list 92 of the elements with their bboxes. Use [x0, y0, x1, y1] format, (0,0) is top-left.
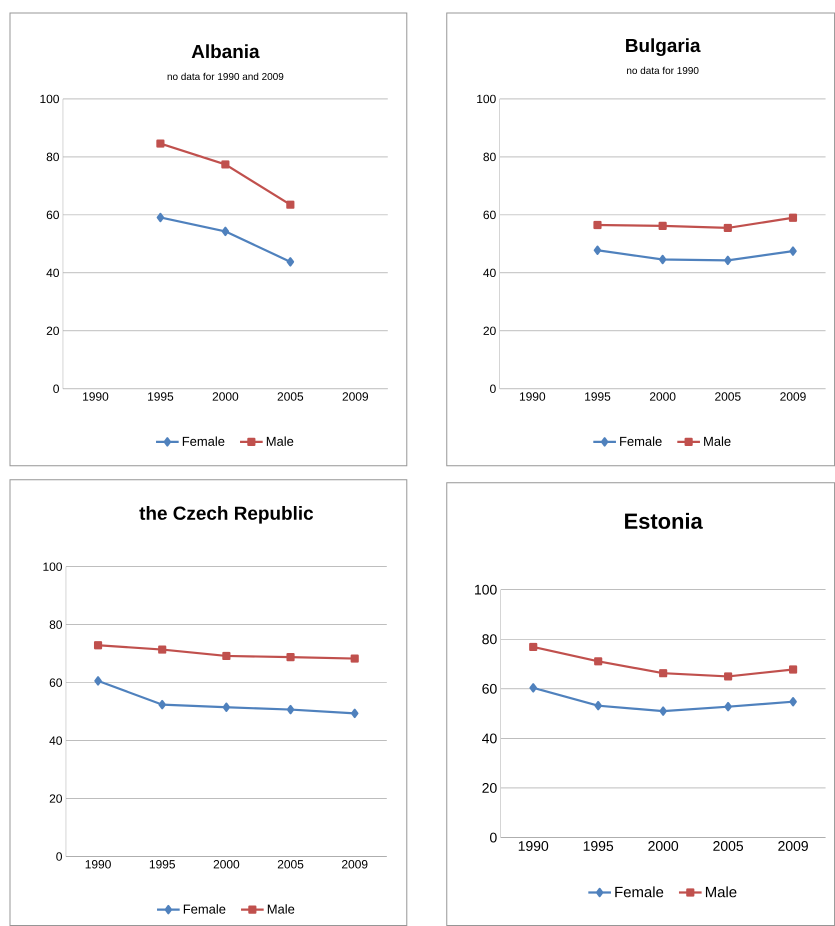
y-tick-label: 80	[483, 152, 496, 162]
legend-label: Male	[268, 904, 294, 914]
chart-subtitle: no data for 1990 and 2009	[168, 72, 284, 80]
point	[222, 652, 230, 660]
point	[788, 665, 798, 674]
point	[222, 702, 230, 712]
legend-label: Male	[266, 436, 294, 446]
x-tick-label: 2009	[342, 392, 368, 401]
y-tick-label: 100	[43, 562, 62, 571]
x-tick-label: 1995	[148, 392, 174, 401]
x-tick-label: 1990	[520, 392, 546, 401]
point	[286, 704, 294, 714]
point	[94, 676, 102, 686]
x-tick-label: 2000	[650, 392, 676, 401]
x-tick-label: 1990	[83, 392, 108, 401]
chart-title: the Czech Republic	[139, 506, 314, 524]
y-tick-label: 0	[56, 852, 62, 861]
point	[158, 646, 166, 654]
point	[788, 214, 798, 222]
y-tick-label: 40	[46, 268, 59, 278]
point	[724, 672, 732, 681]
x-tick-label: 2000	[648, 841, 678, 851]
y-tick-label: 40	[483, 268, 496, 278]
point	[156, 139, 164, 148]
x-tick-label: 2005	[278, 392, 304, 401]
point	[724, 224, 732, 232]
y-tick-label: 100	[477, 94, 496, 104]
legend-label: Female	[615, 886, 664, 898]
x-tick-label: 2005	[715, 392, 741, 401]
point	[789, 697, 797, 706]
point	[350, 708, 358, 718]
point	[156, 212, 164, 222]
y-tick-label: 100	[40, 94, 59, 104]
y-tick-label: 20	[482, 783, 497, 793]
y-tick-label: 20	[50, 794, 62, 803]
legend-label: Female	[184, 904, 226, 914]
x-tick-label: 1990	[86, 860, 111, 869]
y-tick-label: 0	[53, 384, 59, 393]
point	[286, 653, 295, 662]
point	[789, 246, 797, 256]
point	[594, 700, 602, 710]
y-tick-label: 40	[482, 733, 497, 744]
point	[286, 257, 294, 267]
x-tick-label: 2009	[778, 841, 808, 851]
point	[221, 160, 230, 169]
legend-label: Male	[704, 436, 731, 446]
legend-label: Female	[620, 436, 662, 446]
y-tick-label: 60	[482, 684, 497, 694]
x-tick-label: 2009	[780, 392, 806, 401]
point	[659, 706, 667, 716]
x-tick-label: 1995	[150, 860, 175, 869]
x-tick-label: 1990	[518, 841, 548, 851]
x-tick-label: 2005	[713, 841, 744, 851]
chart-title: Estonia	[625, 512, 703, 529]
point	[529, 683, 537, 693]
point	[350, 654, 359, 663]
point	[658, 222, 667, 230]
point	[659, 669, 668, 678]
point	[724, 702, 732, 712]
y-tick-label: 60	[46, 210, 59, 220]
y-tick-label: 80	[50, 620, 62, 629]
legend-label: Male	[706, 886, 736, 898]
point	[594, 657, 602, 666]
y-tick-label: 80	[46, 152, 59, 162]
x-tick-label: 1995	[585, 392, 610, 401]
y-tick-label: 60	[484, 210, 496, 220]
legend-label: Female	[182, 436, 224, 446]
chart-subtitle: no data for 1990	[627, 66, 698, 74]
y-tick-label: 0	[490, 832, 497, 842]
point	[594, 246, 602, 255]
y-tick-label: 20	[484, 326, 496, 336]
point	[286, 200, 294, 209]
x-tick-label: 1995	[584, 841, 614, 851]
y-tick-label: 20	[46, 326, 59, 336]
x-tick-label: 2000	[212, 392, 238, 401]
x-tick-label: 2005	[278, 860, 304, 869]
point	[94, 641, 102, 650]
point	[222, 226, 230, 236]
point	[593, 220, 602, 230]
y-tick-label: 60	[50, 678, 62, 687]
chart-title: Bulgaria	[626, 38, 701, 56]
point	[658, 254, 666, 264]
point	[529, 642, 538, 652]
point	[724, 256, 732, 266]
y-tick-label: 40	[49, 736, 62, 745]
y-tick-label: 80	[482, 634, 497, 644]
y-tick-label: 100	[475, 584, 497, 595]
x-tick-label: 2000	[214, 860, 240, 869]
x-tick-label: 2009	[342, 860, 368, 869]
chart-title: Albania	[192, 44, 260, 58]
y-tick-label: 0	[490, 384, 496, 393]
point	[158, 700, 166, 710]
